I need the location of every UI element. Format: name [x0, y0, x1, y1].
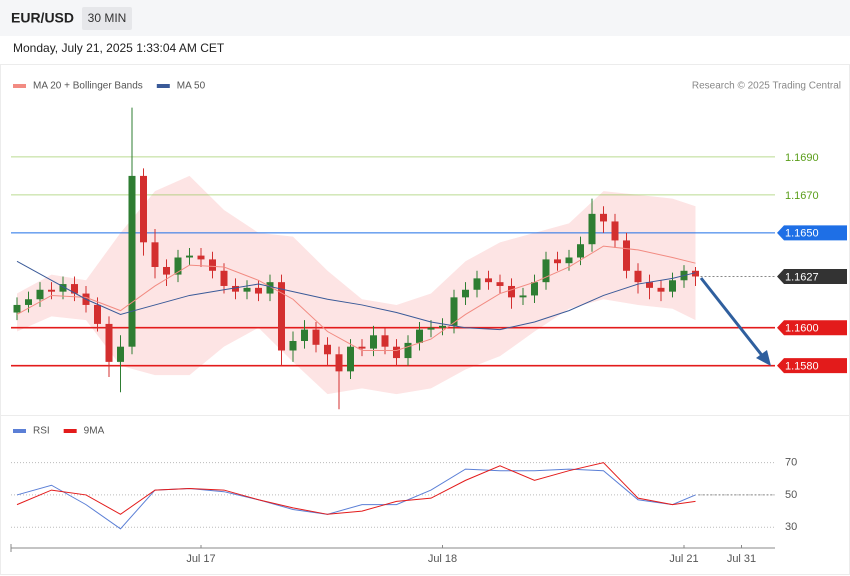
candle-body [416, 329, 423, 343]
level-label: 1.1690 [785, 152, 819, 164]
candle-body [588, 213, 596, 245]
rsi-tick-label: 50 [785, 489, 797, 501]
candle-body [347, 346, 354, 372]
level-label: 1.1580 [785, 361, 819, 373]
legend-swatch [13, 429, 26, 433]
x-tick-label: Jul 21 [669, 553, 698, 565]
candle-body [312, 329, 320, 345]
candle-body [393, 346, 400, 359]
legend-label: MA 50 [177, 81, 206, 92]
level-tag [777, 320, 847, 336]
candle-body [278, 282, 285, 351]
bollinger-band [17, 175, 696, 395]
candle-body [71, 284, 78, 294]
level-label: 1.1600 [785, 323, 819, 335]
symbol: EUR/USD [11, 10, 74, 26]
candle-body [163, 266, 170, 275]
timeframe: 30 MIN [88, 11, 127, 25]
candle-body [232, 285, 239, 292]
header-bar [0, 0, 850, 36]
forecast-arrow [699, 277, 766, 359]
candle-body [485, 278, 492, 283]
candle-body [496, 282, 504, 286]
forecast-arrowhead [756, 350, 771, 366]
candle-body [220, 270, 228, 286]
candle-body [140, 175, 147, 243]
level-tag [777, 225, 847, 241]
rsi-line [16, 468, 696, 530]
candle-body [266, 282, 274, 294]
candle-body [301, 329, 308, 341]
rsi-line [16, 462, 696, 515]
candle-body [128, 175, 136, 347]
candle-body [692, 270, 699, 277]
legend-label: MA 20 + Bollinger Bands [33, 81, 143, 92]
candle-body [358, 346, 366, 349]
candle-body [381, 335, 389, 347]
candle-body [174, 257, 182, 275]
level-label: 1.1670 [785, 190, 819, 202]
candle-body [657, 287, 665, 292]
legend-swatch [156, 84, 170, 88]
candle-body [25, 299, 32, 305]
candle-body [59, 284, 67, 292]
candle-body [13, 304, 21, 313]
legend-label: RSI [33, 426, 50, 437]
legend-swatch [13, 84, 26, 88]
ma-line [16, 260, 696, 331]
candle-body [243, 287, 251, 292]
candle-body [370, 335, 377, 349]
candle-body [105, 323, 113, 362]
candle-body [209, 259, 216, 271]
candle-body [289, 340, 297, 351]
candle-body [531, 282, 538, 296]
timeframe-chip [82, 7, 132, 30]
date: Monday, July 21, 2025 1:33:04 AM CET [13, 41, 225, 55]
candle-body [473, 278, 481, 290]
candle-body [94, 304, 101, 324]
candle-body [508, 285, 515, 298]
x-tick-label: Jul 31 [727, 553, 756, 565]
candle-body [577, 244, 584, 258]
candle-body [255, 287, 262, 294]
candle-body [324, 344, 331, 355]
candle-body [427, 327, 435, 330]
level-label: 1.1650 [785, 228, 819, 240]
legend-label: 9MA [84, 426, 105, 437]
candle-body [117, 346, 124, 362]
rsi-tick-label: 70 [785, 457, 797, 469]
candle-body [48, 289, 55, 292]
rsi-tick-label: 30 [785, 521, 797, 533]
candle-body [519, 295, 527, 298]
legend-swatch [63, 429, 77, 433]
candle-body [335, 354, 343, 372]
candle-body [450, 297, 458, 326]
candle-body [611, 221, 619, 241]
candle-body [565, 257, 573, 264]
level-tag [777, 358, 847, 374]
candle-body [646, 282, 653, 288]
level-label: 1.1627 [785, 271, 819, 283]
candle-body [186, 255, 193, 258]
candle-body [542, 259, 550, 283]
candle-body [462, 289, 469, 298]
candle-body [623, 240, 630, 271]
ma-line [16, 245, 696, 351]
candle-body [404, 342, 412, 359]
level-tag [777, 268, 847, 284]
source: Research © 2025 Trading Central [692, 81, 841, 92]
candle-body [634, 270, 642, 283]
x-tick-label: Jul 17 [186, 553, 215, 565]
candle-body [197, 255, 205, 260]
candle-body [151, 242, 159, 267]
candle-body [439, 325, 446, 328]
candle-body [36, 289, 44, 300]
candle-body [600, 213, 607, 222]
candle-body [669, 280, 676, 292]
candle-body [554, 259, 561, 264]
x-tick-label: Jul 18 [428, 553, 457, 565]
